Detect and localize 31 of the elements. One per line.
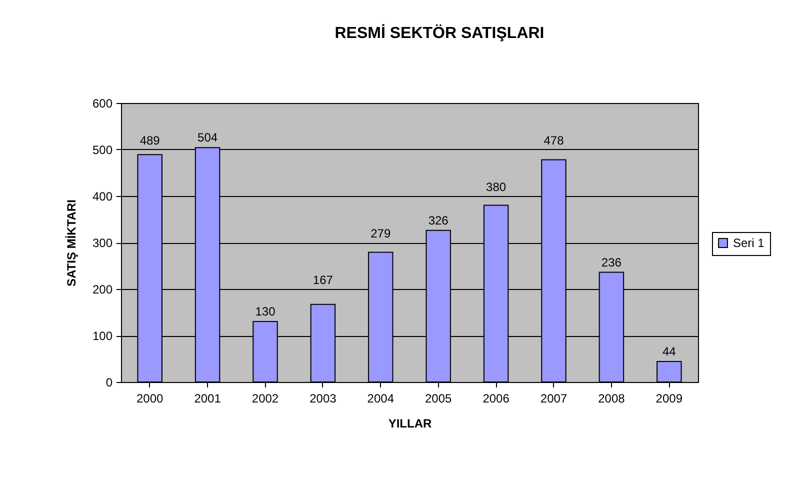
data-label: 478 — [544, 134, 564, 148]
data-label: 380 — [486, 180, 506, 194]
data-label: 44 — [662, 344, 676, 359]
y-tick-label: 600 — [92, 96, 113, 110]
data-label: 504 — [198, 130, 218, 145]
x-tick-label: 2000 — [136, 392, 164, 406]
x-tick-label: 2002 — [252, 392, 279, 406]
y-axis-title: SATIŞ MİKTARI — [64, 200, 78, 286]
x-tick-label: 2009 — [656, 392, 683, 406]
data-label: 167 — [312, 273, 334, 287]
x-tick-label: 2005 — [425, 392, 452, 406]
x-tick-label: 2007 — [540, 392, 568, 406]
x-tick-label: 2006 — [482, 392, 510, 406]
x-tick-label: 2001 — [194, 392, 222, 406]
x-tick-label: 2008 — [598, 392, 626, 406]
y-tick-label: 500 — [92, 143, 113, 157]
y-tick-label: 100 — [92, 329, 113, 343]
data-label: 279 — [370, 226, 391, 240]
data-label: 489 — [140, 134, 160, 148]
y-tick-label: 0 — [106, 376, 113, 390]
y-tick-label: 400 — [92, 190, 113, 204]
x-tick-label: 2004 — [367, 392, 394, 406]
y-tick-label: 300 — [92, 236, 113, 250]
data-label: 326 — [428, 213, 449, 228]
x-axis-title: YILLAR — [388, 416, 432, 430]
x-tick-label: 2003 — [310, 392, 337, 406]
data-label: 130 — [255, 304, 276, 319]
y-tick-label: 200 — [92, 282, 113, 296]
legend-label: Seri 1 — [733, 236, 765, 250]
chart-title: RESMİ SEKTÖR SATIŞLARI — [334, 24, 544, 42]
data-label: 236 — [601, 255, 622, 270]
